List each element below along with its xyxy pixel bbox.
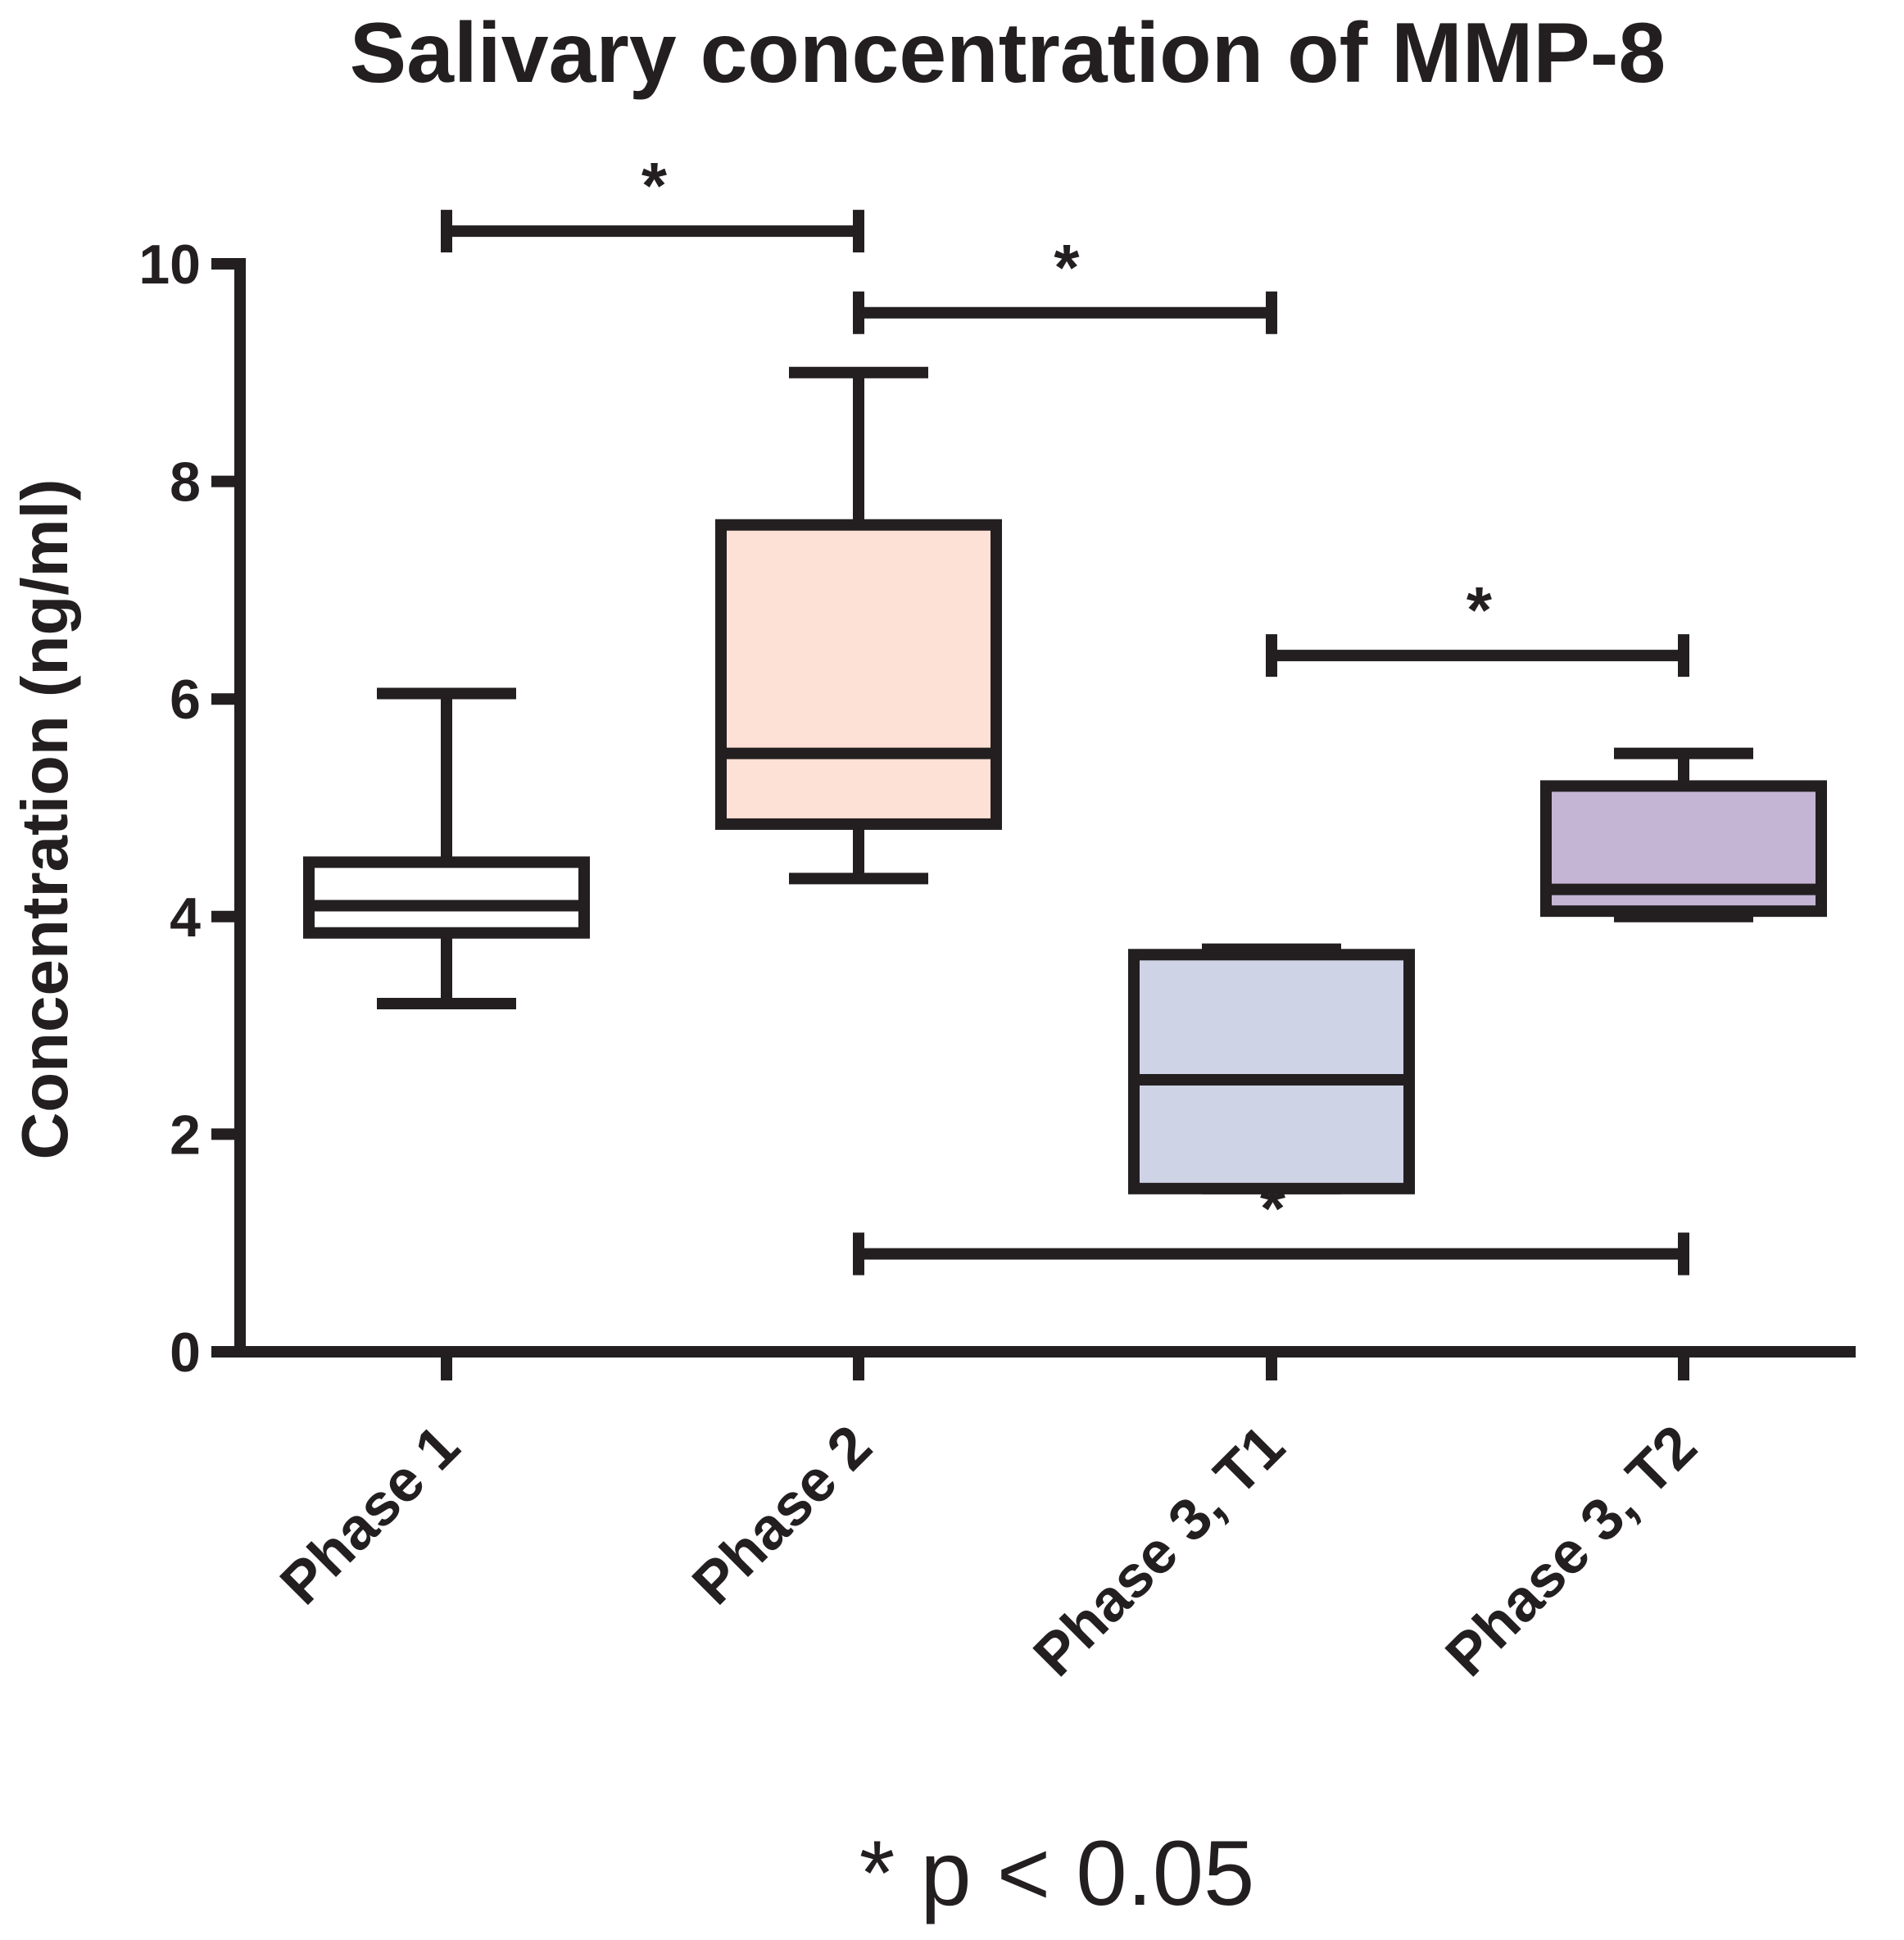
significance-star: *	[641, 149, 668, 222]
box-2	[1128, 943, 1415, 1194]
box-0	[303, 687, 590, 1010]
boxes	[303, 366, 1827, 1194]
x-tick-label: Phase 3, T2	[1434, 1413, 1710, 1689]
box-body	[1128, 949, 1415, 1194]
significance-star: *	[1260, 1172, 1286, 1244]
significance-footnote: * p < 0.05	[859, 1822, 1255, 1924]
x-tick-label: Phase 1	[268, 1413, 472, 1617]
x-tick-labels: Phase 1 Phase 2 Phase 3, T1 Phase 3, T2	[268, 1413, 1709, 1689]
significance-bracket-2: *	[1266, 573, 1689, 678]
box-body	[303, 856, 590, 939]
significance-bracket-1: *	[853, 231, 1277, 334]
significance-star: *	[1054, 231, 1080, 304]
x-tick-label: Phase 3, T1	[1022, 1413, 1298, 1689]
significance-brackets: * * * *	[441, 149, 1689, 1276]
y-tick-label: 8	[170, 451, 201, 514]
significance-star: *	[1467, 573, 1493, 646]
box-body	[715, 519, 1002, 830]
box-1	[715, 366, 1002, 885]
box-3	[1540, 747, 1827, 922]
y-tick-label: 4	[170, 886, 201, 949]
significance-bracket-0: *	[441, 149, 864, 253]
y-axis-label: Concentration (ng/ml)	[8, 478, 81, 1159]
y-tick-label: 2	[170, 1104, 201, 1166]
axes: 0 2 4 6 8 10	[138, 233, 1856, 1384]
y-tick-label: 6	[170, 669, 201, 731]
x-tick-label: Phase 2	[680, 1413, 884, 1617]
y-tick-label: 0	[170, 1321, 201, 1384]
chart-title: Salivary concentration of MMP-8	[350, 6, 1666, 101]
y-tick-label: 10	[138, 233, 201, 296]
significance-bracket-3: *	[853, 1172, 1689, 1276]
